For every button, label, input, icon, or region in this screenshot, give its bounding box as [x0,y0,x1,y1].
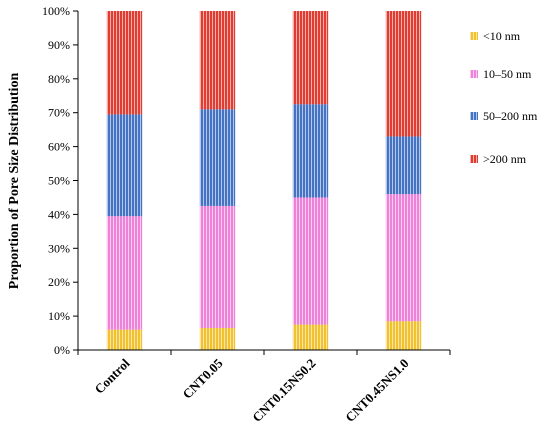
axes [77,11,451,355]
bar-segment-texture [106,329,143,350]
bar-segment-texture [292,197,329,325]
y-tick-label: 40% [48,207,70,221]
y-tick-label: 90% [48,38,70,52]
bar-segment-texture [292,104,329,198]
bar-segment-texture [199,109,236,206]
legend-swatch-texture [470,70,478,78]
y-tick-label: 30% [48,241,70,255]
category-labels: Control CNT0.05 CNT0.15NS0.2 CNT0.45NS1.0 [92,355,412,425]
y-tick-label: 60% [48,140,70,154]
legend-swatch-texture [470,32,478,40]
bar-segment-texture [199,205,236,328]
x-category-label: CNT0.05 [180,355,226,401]
y-tick-label: 20% [48,275,70,289]
bar-segment-texture [199,327,236,350]
bar-segment-texture [199,11,236,110]
bar-segment-texture [106,114,143,217]
bar-segment-texture [292,324,329,350]
y-tick-label: 10% [48,309,70,323]
bar-segment-texture [385,321,422,350]
legend-label: <10 nm [483,29,521,43]
y-tick-label: 80% [48,72,70,86]
bar-segment-texture [385,11,422,137]
legend-swatch-texture [470,112,478,120]
x-category-label: CNT0.15NS0.2 [249,356,318,425]
bar-segment-texture [106,11,143,115]
legend-label: 50–200 nm [483,109,538,123]
bar-segment-texture [385,194,422,322]
legend: <10 nm 10–50 nm 50–200 nm >200 nm [470,29,538,166]
y-tick-label: 70% [48,106,70,120]
y-tick-label: 0% [54,343,70,357]
bar-segment-texture [292,11,329,105]
x-category-label: Control [92,355,133,396]
x-category-label: CNT0.45NS1.0 [342,356,411,425]
bar-segment-texture [106,216,143,330]
y-tick-label: 100% [42,4,70,18]
legend-label: >200 nm [483,152,527,166]
legend-swatch-texture [470,155,478,163]
bars [106,11,422,350]
y-tick-label: 50% [48,174,70,188]
y-axis-title: Proportion of Pore Size Distribution [7,73,22,290]
bar-segment-texture [385,136,422,195]
y-axis-ticks: 0% 10% 20% 30% 40% 50% 60% 70% 80% 90% 100% [42,4,78,357]
legend-label: 10–50 nm [483,67,532,81]
